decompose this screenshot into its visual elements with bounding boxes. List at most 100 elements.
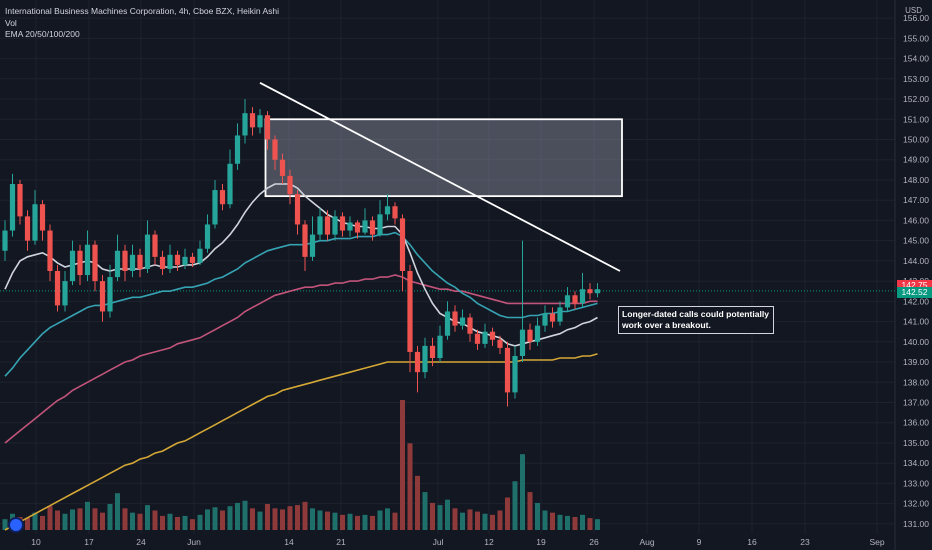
time-tick-label: Aug xyxy=(639,537,654,547)
candle xyxy=(47,224,53,282)
candle-body xyxy=(399,218,406,271)
candle-body xyxy=(227,163,233,205)
volume-bar xyxy=(272,508,278,530)
candle-body xyxy=(347,222,353,231)
candle xyxy=(279,153,286,185)
candle xyxy=(414,345,421,393)
candle xyxy=(527,323,533,350)
volume-bar xyxy=(242,500,248,530)
volume-bar xyxy=(25,518,30,530)
candle xyxy=(504,341,511,407)
candle-body xyxy=(219,190,226,205)
volume-indicator-label[interactable]: Vol xyxy=(5,18,17,28)
time-tick-label: 24 xyxy=(136,537,146,547)
candle xyxy=(219,184,226,211)
candle xyxy=(264,111,271,150)
volume-bar xyxy=(130,512,135,530)
price-tick-label: 154.00 xyxy=(903,54,929,64)
price-tick-label: 132.00 xyxy=(903,499,929,509)
annotation-note[interactable]: Longer-dated calls could potentially wor… xyxy=(618,306,774,334)
candle-body xyxy=(324,216,331,235)
volume-bar xyxy=(47,506,53,530)
candle xyxy=(272,135,278,170)
volume-bar xyxy=(332,512,338,530)
candle xyxy=(354,220,361,239)
volume-bar xyxy=(122,508,128,530)
volume-bar xyxy=(40,515,45,530)
candle-body xyxy=(167,254,173,269)
candle-body xyxy=(429,345,436,358)
candle xyxy=(384,194,391,221)
volume-bar xyxy=(220,510,225,530)
candle-body xyxy=(482,331,488,344)
volume-bar xyxy=(550,512,555,530)
candle xyxy=(2,220,8,261)
candle xyxy=(534,317,541,346)
volume-bar xyxy=(55,510,60,530)
volume-bar xyxy=(527,492,533,530)
volume-bar xyxy=(512,481,518,530)
candle-body xyxy=(144,234,151,269)
candle-body xyxy=(414,351,421,373)
volume-bar xyxy=(77,508,83,530)
candle xyxy=(437,325,443,363)
volume-bar xyxy=(490,514,495,530)
price-tick-label: 152.00 xyxy=(903,94,929,104)
candle-body xyxy=(489,331,496,340)
candle-body xyxy=(572,295,578,304)
candle xyxy=(399,214,406,292)
volume-bar xyxy=(325,511,330,530)
volume-bar xyxy=(70,509,75,530)
ema-indicator-label[interactable]: EMA 20/50/100/200 xyxy=(5,29,80,39)
time-tick-label: 16 xyxy=(747,537,757,547)
volume-bar xyxy=(137,513,143,530)
time-tick-label: 10 xyxy=(31,537,41,547)
candle xyxy=(572,291,578,310)
candle-body xyxy=(92,244,98,282)
price-tick-label: 147.00 xyxy=(903,195,929,205)
time-tick-label: 14 xyxy=(284,537,294,547)
candle-body xyxy=(257,115,263,128)
candle-body xyxy=(437,335,443,358)
time-tick-label: 17 xyxy=(84,537,94,547)
candle xyxy=(347,216,353,237)
candle-body xyxy=(519,329,526,356)
candle xyxy=(474,329,481,350)
volume-bar xyxy=(370,515,375,530)
candle-body xyxy=(444,311,451,336)
candle xyxy=(242,99,248,144)
volume-bar xyxy=(302,501,308,530)
candle xyxy=(204,214,211,253)
candle xyxy=(489,327,496,346)
candle xyxy=(339,212,346,237)
volume-bar xyxy=(160,515,165,530)
candle-body xyxy=(212,190,218,225)
candle-body xyxy=(467,317,473,334)
candle xyxy=(32,190,38,245)
annotation-line-1: Longer-dated calls could potentially xyxy=(622,309,770,319)
candle xyxy=(407,264,413,373)
volume-bar xyxy=(92,508,98,530)
price-tick-label: 146.00 xyxy=(903,215,929,225)
volume-bar xyxy=(85,501,90,530)
volume-bar xyxy=(505,497,510,530)
candle-body xyxy=(129,254,136,271)
volume-bar xyxy=(415,475,420,530)
candle-body xyxy=(39,204,46,231)
price-tick-label: 142.00 xyxy=(903,296,929,306)
candle xyxy=(369,216,376,241)
candle-body xyxy=(384,206,391,215)
volume-bar xyxy=(445,499,450,530)
tradingview-logo[interactable] xyxy=(8,517,24,533)
candle xyxy=(159,250,166,276)
candle-body xyxy=(99,281,106,312)
candle xyxy=(497,335,503,354)
zone-rectangle xyxy=(264,118,623,198)
price-tick-label: 136.00 xyxy=(903,418,929,428)
volume-bar xyxy=(250,508,255,530)
candle-body xyxy=(594,289,601,294)
candle-body xyxy=(452,311,458,326)
volume-bar xyxy=(535,502,540,530)
price-tick-label: 148.00 xyxy=(903,175,929,185)
